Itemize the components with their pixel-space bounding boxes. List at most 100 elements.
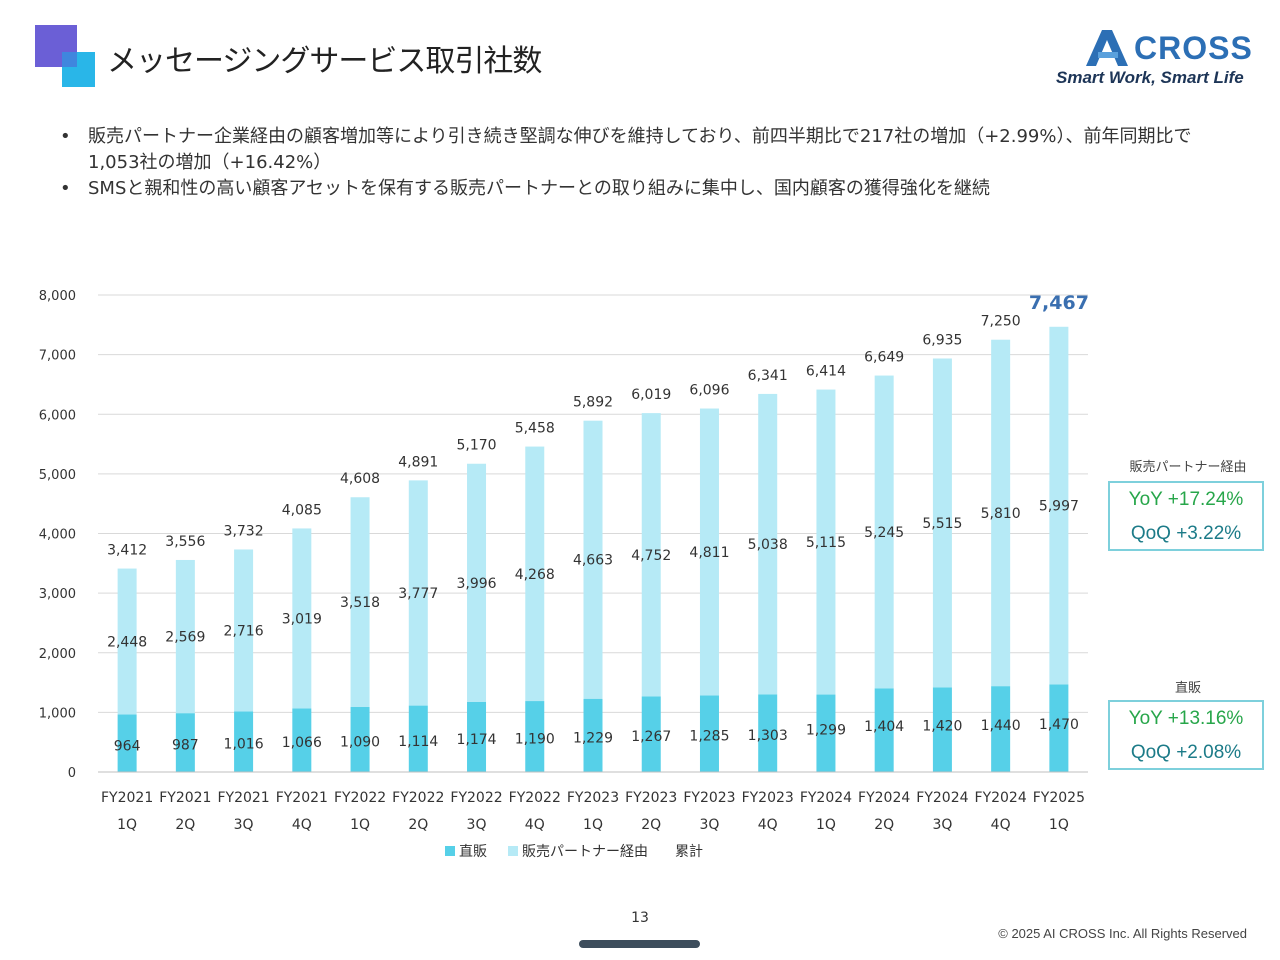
data-label-partner: 2,569 <box>165 630 205 646</box>
bar-partner <box>932 358 952 688</box>
logo-mark-icon <box>1086 30 1128 66</box>
data-label-partner: 3,996 <box>456 576 496 592</box>
data-label-partner: 5,115 <box>806 535 846 551</box>
bar-direct <box>816 694 836 772</box>
data-label-direct: 1,404 <box>864 719 904 735</box>
page-indicator-bar <box>579 940 700 948</box>
legend-swatch-partner <box>508 846 518 856</box>
data-label-direct: 1,016 <box>224 737 264 753</box>
data-label-total: 5,170 <box>456 438 496 454</box>
data-label-direct: 1,174 <box>456 732 496 748</box>
data-label-partner: 3,019 <box>282 611 322 627</box>
page-title: メッセージングサービス取引社数 <box>107 44 542 79</box>
data-label-direct: 1,440 <box>981 718 1021 734</box>
bullet-text: SMSと親和性の高い顧客アセットを保有する販売パートナーとの取り組みに集中し、国… <box>88 178 990 199</box>
bar-direct <box>583 698 603 772</box>
data-label-total: 6,096 <box>689 383 729 399</box>
kpi-partner-yoy: YoY +17.24% <box>1128 489 1244 510</box>
bar-partner <box>991 339 1011 687</box>
x-tick-label: 2Q <box>641 817 661 833</box>
page-number: 13 <box>631 910 649 926</box>
bar-partner <box>350 497 370 708</box>
data-label-direct: 1,190 <box>515 732 555 748</box>
data-label-direct: 1,420 <box>922 719 962 735</box>
bar-partner <box>1049 326 1069 685</box>
y-tick-label: 4,000 <box>39 528 76 543</box>
copyright-notice: © 2025 AI CROSS Inc. All Rights Reserved <box>998 926 1247 941</box>
x-tick-label: 2Q <box>874 817 894 833</box>
bar-direct <box>991 686 1011 772</box>
x-tick-label: FY2022 <box>334 790 386 806</box>
bar-direct <box>874 688 894 772</box>
x-tick-label: 3Q <box>234 817 254 833</box>
data-label-direct: 964 <box>114 738 141 754</box>
data-label-total: 3,556 <box>165 534 205 550</box>
y-tick-label: 3,000 <box>39 587 76 602</box>
x-tick-label: FY2021 <box>217 790 269 806</box>
data-label-partner: 5,515 <box>922 516 962 532</box>
x-tick-label: FY2021 <box>101 790 153 806</box>
data-label-partner: 5,245 <box>864 525 904 541</box>
y-tick-label: 6,000 <box>39 408 76 423</box>
data-label-total: 6,935 <box>922 333 962 349</box>
data-label-partner: 4,811 <box>689 545 729 561</box>
bar-direct <box>234 711 254 772</box>
kpi-partner-box: YoY +17.24% QoQ +3.22% <box>1108 481 1264 551</box>
x-tick-label: FY2025 <box>1033 790 1085 806</box>
logo-text: CROSS <box>1134 30 1253 66</box>
bar-partner <box>234 549 254 712</box>
bar-partner <box>699 408 719 696</box>
x-tick-label: FY2022 <box>509 790 561 806</box>
data-label-total: 6,341 <box>748 368 788 384</box>
bullet-item: • 販売パートナー企業経由の顧客増加等により引き続き堅調な伸びを維持しており、前四… <box>60 124 1240 176</box>
bar-partner <box>117 568 137 715</box>
x-tick-label: 4Q <box>525 817 545 833</box>
data-label-direct: 1,114 <box>398 734 438 750</box>
bar-partner <box>525 446 545 702</box>
x-tick-label: FY2023 <box>625 790 677 806</box>
bar-partner <box>175 559 195 714</box>
x-tick-label: FY2024 <box>975 790 1027 806</box>
data-label-total: 3,732 <box>224 523 264 539</box>
bar-direct <box>467 702 487 772</box>
bar-direct <box>408 705 428 772</box>
x-tick-label: 4Q <box>292 817 312 833</box>
y-tick-label: 2,000 <box>39 647 76 662</box>
x-tick-label: 1Q <box>350 817 370 833</box>
x-tick-label: FY2024 <box>858 790 910 806</box>
logo-tagline: Smart Work, Smart Life <box>1056 68 1244 87</box>
data-label-partner: 3,777 <box>398 586 438 602</box>
x-tick-label: FY2024 <box>916 790 968 806</box>
bar-direct <box>641 696 661 772</box>
data-label-partner: 4,752 <box>631 548 671 564</box>
x-tick-label: FY2023 <box>567 790 619 806</box>
x-tick-label: 3Q <box>932 817 952 833</box>
kpi-direct-label: 直販 <box>1174 681 1201 696</box>
x-tick-label: 1Q <box>117 817 137 833</box>
kpi-partner-qoq: QoQ +3.22% <box>1130 523 1242 544</box>
data-label-direct: 1,066 <box>282 735 322 751</box>
bar-partner <box>292 528 312 709</box>
bar-partner <box>408 480 428 706</box>
x-tick-label: FY2022 <box>392 790 444 806</box>
x-tick-label: 4Q <box>758 817 778 833</box>
bar-partner <box>758 393 778 695</box>
x-tick-label: 4Q <box>991 817 1011 833</box>
x-tick-label: 2Q <box>175 817 195 833</box>
data-label-direct: 1,299 <box>806 722 846 738</box>
bar-partner <box>874 375 894 689</box>
bar-partner <box>816 389 836 695</box>
bar-direct <box>699 695 719 772</box>
x-tick-label: 2Q <box>408 817 428 833</box>
legend-label-partner: 販売パートナー経由 <box>522 844 648 860</box>
bar-direct <box>525 701 545 772</box>
bullet-text: 販売パートナー企業経由の顧客増加等により引き続き堅調な伸びを維持しており、前四半… <box>88 126 1192 173</box>
x-tick-label: 1Q <box>1049 817 1069 833</box>
data-label-partner: 5,810 <box>981 506 1021 522</box>
data-label-partner: 4,663 <box>573 553 613 569</box>
y-tick-label: 0 <box>68 766 76 781</box>
data-label-total: 4,085 <box>282 502 322 518</box>
data-label-direct: 1,267 <box>631 729 671 745</box>
bar-direct <box>350 707 370 772</box>
bar-direct <box>1049 684 1069 772</box>
